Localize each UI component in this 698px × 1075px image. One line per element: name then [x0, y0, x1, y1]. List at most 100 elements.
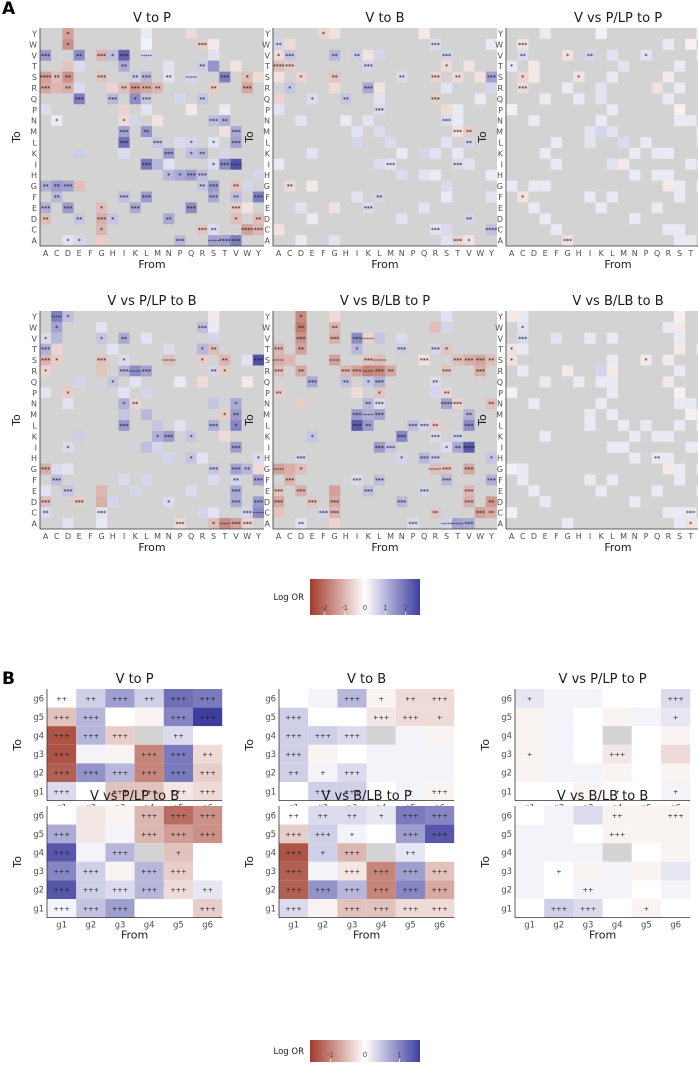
heatmap-cell — [528, 180, 540, 192]
heatmap-cell — [230, 496, 242, 508]
x-tick-label: L — [377, 249, 382, 258]
heatmap-cell — [452, 518, 464, 529]
heatmap-cell — [485, 354, 497, 366]
heatmap-cell — [51, 474, 63, 486]
significance-marker: +++ — [580, 905, 596, 913]
heatmap-cell — [62, 202, 74, 214]
heatmap-cell — [463, 463, 475, 475]
heatmap-cell — [595, 202, 607, 214]
heatmap-cell — [573, 899, 603, 918]
heatmap-cell — [661, 824, 691, 844]
heatmap-cell — [62, 28, 74, 39]
significance-marker: +++ — [373, 713, 389, 721]
heatmap-cell — [366, 763, 396, 782]
y-tick-label: A — [498, 237, 504, 246]
heatmap-cell — [337, 689, 367, 708]
heatmap-cell — [631, 861, 661, 881]
heatmap-cell — [506, 104, 518, 116]
heatmap-cell — [373, 376, 385, 388]
heatmap-cell — [40, 354, 52, 366]
significance-marker: *** — [431, 456, 440, 463]
heatmap-cell — [219, 147, 231, 159]
heatmap-cell — [107, 213, 119, 225]
y-tick-label: C — [264, 509, 270, 518]
heatmap-cell — [651, 169, 663, 181]
y-tick-label: g1 — [33, 904, 44, 914]
x-axis-title: From — [138, 541, 165, 554]
significance-marker: + — [556, 868, 561, 876]
heatmap-cell — [362, 354, 374, 366]
x-tick-label: Y — [255, 532, 261, 541]
heatmap-cell — [515, 763, 545, 782]
heatmap-cell — [629, 452, 641, 464]
x-tick-label: g1 — [524, 921, 535, 931]
x-tick-label: S — [444, 249, 449, 258]
heatmap-cell — [595, 365, 607, 377]
heatmap-cell — [73, 430, 85, 442]
x-tick-label: Q — [188, 532, 194, 541]
significance-marker: * — [300, 75, 303, 82]
heatmap-cell — [337, 861, 367, 881]
significance-marker: ****** — [162, 359, 176, 365]
heatmap-cell — [595, 115, 607, 127]
significance-marker: +++ — [344, 695, 360, 703]
significance-marker: ** — [65, 85, 71, 92]
heatmap-cell — [474, 354, 486, 366]
heatmap-cell — [219, 71, 231, 83]
x-tick-label: F — [554, 249, 559, 258]
heatmap-cell — [208, 224, 220, 236]
facet-title: V to B — [347, 672, 386, 687]
heatmap-cell — [40, 343, 52, 355]
significance-marker: ** — [654, 456, 660, 463]
x-tick-label: T — [454, 532, 460, 541]
y-tick-label: Y — [264, 29, 270, 38]
heatmap-cell — [602, 861, 632, 881]
heatmap-cell — [544, 861, 574, 881]
heatmap-cell — [185, 137, 197, 148]
heatmap-cell — [340, 365, 352, 377]
significance-marker: *** — [97, 358, 106, 365]
heatmap-cell — [273, 343, 285, 355]
x-tick-label: N — [632, 532, 638, 541]
heatmap-cell — [51, 82, 63, 94]
x-tick-label: K — [366, 249, 372, 258]
heatmap-cell — [602, 843, 632, 862]
heatmap-cell — [295, 452, 307, 464]
heatmap-cell — [208, 518, 220, 529]
heatmap-cell — [51, 343, 63, 355]
significance-marker: *** — [431, 75, 440, 82]
y-tick-label: T — [31, 62, 37, 71]
heatmap-cell — [107, 496, 119, 508]
significance-marker: ** — [432, 423, 438, 430]
heatmap-cell — [662, 38, 674, 50]
significance-marker: ***** — [141, 54, 153, 60]
significance-marker: *** — [243, 521, 252, 528]
significance-marker: ***** — [273, 468, 285, 474]
significance-marker: + — [378, 695, 383, 703]
heatmap-cell — [230, 474, 242, 486]
significance-marker: *** — [375, 401, 384, 408]
heatmap-cell — [506, 60, 518, 72]
significance-marker: +++ — [344, 769, 360, 777]
x-tick-label: C — [520, 532, 526, 541]
heatmap-cell — [544, 899, 574, 918]
x-tick-label: F — [554, 532, 559, 541]
heatmap-cell — [696, 343, 698, 355]
significance-marker: *** — [285, 477, 294, 484]
heatmap-cell — [62, 38, 74, 50]
heatmap-cell — [185, 452, 197, 464]
heatmap-cell — [485, 224, 497, 236]
y-tick-label: F — [265, 193, 270, 202]
y-axis-title: To — [479, 856, 492, 869]
heatmap-cell — [284, 82, 296, 94]
significance-marker: + — [320, 769, 325, 777]
significance-marker: ** — [121, 85, 127, 92]
legend-title: Log OR — [274, 1047, 305, 1057]
heatmap-cell — [193, 763, 223, 782]
heatmap-cell — [425, 707, 455, 727]
significance-marker: *** — [330, 336, 339, 343]
heatmap-cell — [284, 180, 296, 192]
significance-marker: * — [190, 151, 193, 158]
heatmap-cell — [441, 224, 453, 236]
heatmap-cell — [407, 420, 419, 431]
